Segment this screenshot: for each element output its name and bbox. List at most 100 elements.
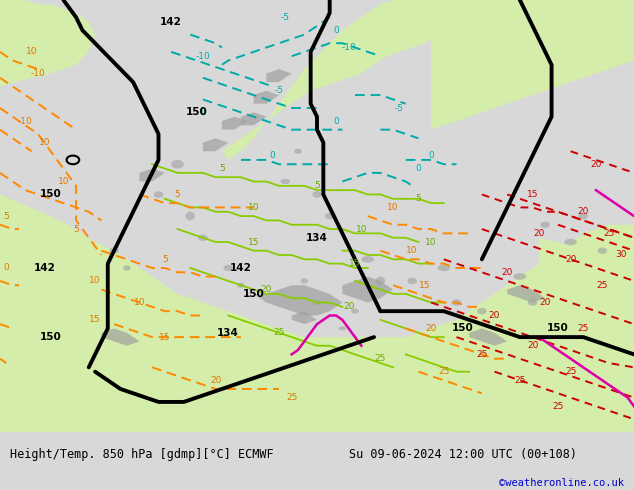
Text: 25: 25 xyxy=(476,350,488,359)
Text: -5: -5 xyxy=(281,13,290,22)
Ellipse shape xyxy=(312,191,321,198)
Ellipse shape xyxy=(514,273,526,280)
Ellipse shape xyxy=(351,309,359,314)
Text: 134: 134 xyxy=(306,233,328,243)
Ellipse shape xyxy=(185,212,195,220)
Ellipse shape xyxy=(280,179,290,184)
Text: 0: 0 xyxy=(333,117,339,125)
Text: 25: 25 xyxy=(597,281,608,290)
Polygon shape xyxy=(254,91,279,104)
Polygon shape xyxy=(203,138,228,151)
Ellipse shape xyxy=(301,278,308,284)
Text: 0: 0 xyxy=(269,151,276,160)
Ellipse shape xyxy=(171,160,184,169)
Text: 15: 15 xyxy=(159,333,171,342)
Text: 150: 150 xyxy=(40,190,61,199)
Text: -10: -10 xyxy=(341,43,356,52)
Text: 20: 20 xyxy=(565,255,576,264)
Text: 25: 25 xyxy=(286,393,297,402)
Text: 142: 142 xyxy=(230,263,252,273)
Text: 25: 25 xyxy=(273,328,285,337)
Polygon shape xyxy=(222,117,247,130)
Text: 0: 0 xyxy=(3,264,10,272)
Ellipse shape xyxy=(361,256,374,263)
Text: 5: 5 xyxy=(174,190,181,199)
Ellipse shape xyxy=(437,265,450,271)
Text: -10: -10 xyxy=(18,117,33,125)
Text: -5: -5 xyxy=(395,103,404,113)
Ellipse shape xyxy=(123,266,131,270)
Text: 150: 150 xyxy=(243,289,264,299)
Text: 25: 25 xyxy=(438,367,450,376)
Text: 134: 134 xyxy=(217,328,239,338)
Polygon shape xyxy=(431,0,634,130)
Text: 25: 25 xyxy=(375,354,386,363)
Ellipse shape xyxy=(578,213,588,220)
Text: 10: 10 xyxy=(39,138,50,147)
Text: 20: 20 xyxy=(578,207,589,216)
Ellipse shape xyxy=(477,308,487,315)
Polygon shape xyxy=(266,69,292,82)
Text: 25: 25 xyxy=(514,376,526,385)
Text: 150: 150 xyxy=(40,332,61,342)
Polygon shape xyxy=(507,285,545,302)
Polygon shape xyxy=(241,112,266,125)
Text: 15: 15 xyxy=(419,281,430,290)
Text: 150: 150 xyxy=(186,107,207,118)
Ellipse shape xyxy=(408,278,417,284)
Text: 5: 5 xyxy=(3,212,10,220)
Text: 0: 0 xyxy=(333,26,339,35)
Text: 25: 25 xyxy=(578,324,589,333)
Text: 10: 10 xyxy=(425,238,437,246)
Ellipse shape xyxy=(325,213,335,220)
Text: 10: 10 xyxy=(26,48,37,56)
Text: 15: 15 xyxy=(527,190,538,199)
Text: ©weatheronline.co.uk: ©weatheronline.co.uk xyxy=(500,478,624,488)
Text: 5: 5 xyxy=(415,195,422,203)
Polygon shape xyxy=(222,0,444,160)
Text: 150: 150 xyxy=(452,323,474,334)
Text: Su 09-06-2024 12:00 UTC (00+108): Su 09-06-2024 12:00 UTC (00+108) xyxy=(349,448,577,461)
Ellipse shape xyxy=(597,247,607,254)
Text: 10: 10 xyxy=(387,203,399,212)
Text: 0: 0 xyxy=(200,108,206,117)
Polygon shape xyxy=(0,281,108,432)
Text: 5: 5 xyxy=(162,255,168,264)
Text: 5: 5 xyxy=(314,181,320,190)
Ellipse shape xyxy=(564,239,577,245)
Text: 20: 20 xyxy=(527,341,538,350)
Text: -10: -10 xyxy=(30,69,46,78)
Polygon shape xyxy=(342,276,393,302)
Text: 20: 20 xyxy=(343,302,354,311)
Text: 20: 20 xyxy=(533,229,545,238)
Ellipse shape xyxy=(451,299,461,306)
Text: 30: 30 xyxy=(616,250,627,260)
Polygon shape xyxy=(0,195,634,432)
Ellipse shape xyxy=(313,300,321,305)
Ellipse shape xyxy=(223,265,233,271)
Text: 25: 25 xyxy=(603,229,614,238)
Polygon shape xyxy=(292,311,317,324)
Ellipse shape xyxy=(540,221,550,228)
Text: 20: 20 xyxy=(501,268,513,277)
Ellipse shape xyxy=(527,299,537,306)
Text: Height/Temp. 850 hPa [gdmp][°C] ECMWF: Height/Temp. 850 hPa [gdmp][°C] ECMWF xyxy=(10,448,273,461)
Text: 20: 20 xyxy=(425,324,437,333)
Text: 142: 142 xyxy=(160,17,182,26)
Text: 25: 25 xyxy=(552,402,564,411)
Text: 0: 0 xyxy=(428,151,434,160)
Text: 10: 10 xyxy=(58,177,69,186)
Text: -5: -5 xyxy=(275,86,283,95)
Text: 20: 20 xyxy=(590,160,602,169)
Text: 20: 20 xyxy=(489,311,500,320)
Ellipse shape xyxy=(237,283,245,288)
Ellipse shape xyxy=(339,326,346,331)
Text: 15: 15 xyxy=(89,315,101,324)
Text: 10: 10 xyxy=(134,298,145,307)
Text: 15: 15 xyxy=(349,259,361,268)
Polygon shape xyxy=(469,328,507,346)
Polygon shape xyxy=(101,328,139,346)
Text: 5: 5 xyxy=(73,224,79,234)
Text: 25: 25 xyxy=(565,367,576,376)
Text: 142: 142 xyxy=(34,263,55,273)
